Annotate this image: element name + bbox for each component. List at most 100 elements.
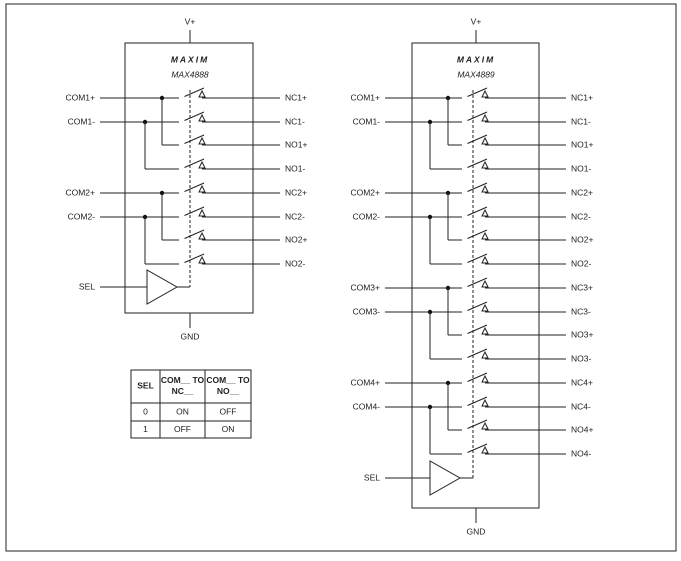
table-cell: 0 xyxy=(143,406,148,416)
table-header: COM__ TO xyxy=(161,375,205,385)
out-pin-label: NO3- xyxy=(571,353,591,363)
switch-pole xyxy=(462,190,468,196)
switch-pole xyxy=(462,214,468,220)
switch-pole xyxy=(462,451,468,457)
com-pin-label: COM1+ xyxy=(65,92,95,102)
wire xyxy=(184,111,205,121)
switch-pole xyxy=(462,404,468,410)
com-pin-label: COM2- xyxy=(353,211,381,221)
switch-pole xyxy=(179,214,185,220)
switch-contact xyxy=(481,184,489,193)
switch-pole xyxy=(179,261,185,267)
switch-contact xyxy=(481,160,489,169)
out-pin-label: NO1+ xyxy=(285,139,307,149)
logo: MAXIM xyxy=(457,54,495,64)
switch-pole xyxy=(462,427,468,433)
switch-contact xyxy=(198,208,206,217)
switch-pole xyxy=(179,166,185,172)
wire xyxy=(467,111,488,121)
wire xyxy=(467,277,488,287)
wire xyxy=(467,87,488,97)
out-pin-label: NC2+ xyxy=(571,187,593,197)
part-number: MAX4889 xyxy=(457,69,495,79)
part-number: MAX4888 xyxy=(171,69,209,79)
out-pin-label: NO4+ xyxy=(571,424,593,434)
table-header: NC__ xyxy=(172,386,194,396)
wire xyxy=(467,158,488,168)
wire xyxy=(467,301,488,311)
switch-pole xyxy=(179,190,185,196)
wire xyxy=(184,229,205,239)
out-pin-label: NC3- xyxy=(571,306,591,316)
out-pin-label: NC2- xyxy=(285,211,305,221)
wire xyxy=(467,443,488,453)
switch-contact xyxy=(198,113,206,122)
wire xyxy=(184,134,205,144)
wire xyxy=(467,229,488,239)
out-pin-label: NO1- xyxy=(285,163,305,173)
table-cell: ON xyxy=(222,424,235,434)
ground-label: GND xyxy=(181,331,200,341)
switch-pole xyxy=(462,285,468,291)
switch-contact xyxy=(481,421,489,430)
chip-body xyxy=(411,42,540,509)
switch-pole xyxy=(462,119,468,125)
switch-contact xyxy=(481,231,489,240)
out-pin-label: NO2+ xyxy=(285,234,307,244)
com-pin-label: COM3+ xyxy=(350,282,380,292)
table-header: COM__ TO xyxy=(206,375,250,385)
com-pin-label: COM2+ xyxy=(350,187,380,197)
supply-label: V+ xyxy=(185,16,196,26)
wire xyxy=(467,348,488,358)
switch-contact xyxy=(481,89,489,98)
wire xyxy=(467,396,488,406)
switch-pole xyxy=(462,261,468,267)
switch-pole xyxy=(462,356,468,362)
switch-contact xyxy=(481,279,489,288)
switch-contact xyxy=(198,89,206,98)
switch-contact xyxy=(198,231,206,240)
com-pin-label: COM4+ xyxy=(350,377,380,387)
wire xyxy=(184,206,205,216)
supply-label: V+ xyxy=(471,16,482,26)
switch-pole xyxy=(462,309,468,315)
switch-contact xyxy=(481,326,489,335)
sel-label: SEL xyxy=(79,281,95,291)
wire xyxy=(467,134,488,144)
out-pin-label: NC2+ xyxy=(285,187,307,197)
out-pin-label: NC1+ xyxy=(571,92,593,102)
buffer xyxy=(146,269,179,305)
sel-label: SEL xyxy=(364,472,380,482)
wire xyxy=(467,372,488,382)
out-pin-label: NO2+ xyxy=(571,234,593,244)
table-cell: ON xyxy=(176,406,189,416)
switch-contact xyxy=(481,398,489,407)
out-pin-label: NO2- xyxy=(285,258,305,268)
table-cell: OFF xyxy=(174,424,191,434)
out-pin-label: NC1- xyxy=(571,116,591,126)
switch-contact xyxy=(198,184,206,193)
out-pin-label: NC1- xyxy=(285,116,305,126)
wire xyxy=(467,419,488,429)
switch-pole xyxy=(179,142,185,148)
switch-pole xyxy=(179,95,185,101)
out-pin-label: NO3+ xyxy=(571,329,593,339)
wire xyxy=(184,158,205,168)
switch-pole xyxy=(462,166,468,172)
com-pin-label: COM1- xyxy=(353,116,381,126)
com-pin-label: COM2- xyxy=(68,211,96,221)
wire xyxy=(184,182,205,192)
switch-contact xyxy=(481,208,489,217)
switch-contact xyxy=(198,136,206,145)
switch-pole xyxy=(179,119,185,125)
switch-contact xyxy=(481,374,489,383)
out-pin-label: NC4+ xyxy=(571,377,593,387)
switch-contact xyxy=(481,255,489,264)
wire xyxy=(467,206,488,216)
frame xyxy=(5,3,677,552)
logo: MAXIM xyxy=(171,54,209,64)
switch-pole xyxy=(462,237,468,243)
switch-contact xyxy=(481,136,489,145)
out-pin-label: NC2- xyxy=(571,211,591,221)
table-cell: 1 xyxy=(143,424,148,434)
